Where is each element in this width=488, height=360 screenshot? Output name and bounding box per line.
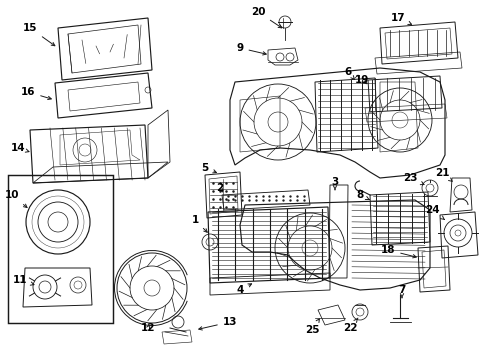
Text: 15: 15 (23, 23, 55, 46)
Text: 18: 18 (380, 245, 415, 258)
Text: 22: 22 (342, 318, 357, 333)
Text: 16: 16 (20, 87, 51, 100)
Text: 4: 4 (236, 284, 251, 295)
Bar (8, 175, 113, 323)
Text: 5: 5 (201, 163, 216, 173)
Text: 13: 13 (198, 317, 237, 330)
Text: 14: 14 (11, 143, 29, 153)
Text: 1: 1 (191, 215, 207, 232)
Text: 8: 8 (356, 190, 368, 200)
Text: 25: 25 (304, 319, 319, 335)
Text: 11: 11 (13, 275, 34, 285)
Text: 24: 24 (424, 205, 444, 220)
Text: 3: 3 (331, 177, 338, 190)
Text: 9: 9 (236, 43, 265, 55)
Text: 12: 12 (141, 323, 155, 333)
Text: 19: 19 (354, 75, 368, 85)
Text: 2: 2 (216, 183, 223, 193)
Text: 10: 10 (5, 190, 27, 207)
Text: 7: 7 (398, 285, 405, 298)
Text: 21: 21 (434, 168, 451, 181)
Text: 20: 20 (250, 7, 281, 28)
Text: 23: 23 (402, 173, 423, 185)
Text: 6: 6 (344, 67, 354, 80)
Text: 17: 17 (390, 13, 411, 24)
